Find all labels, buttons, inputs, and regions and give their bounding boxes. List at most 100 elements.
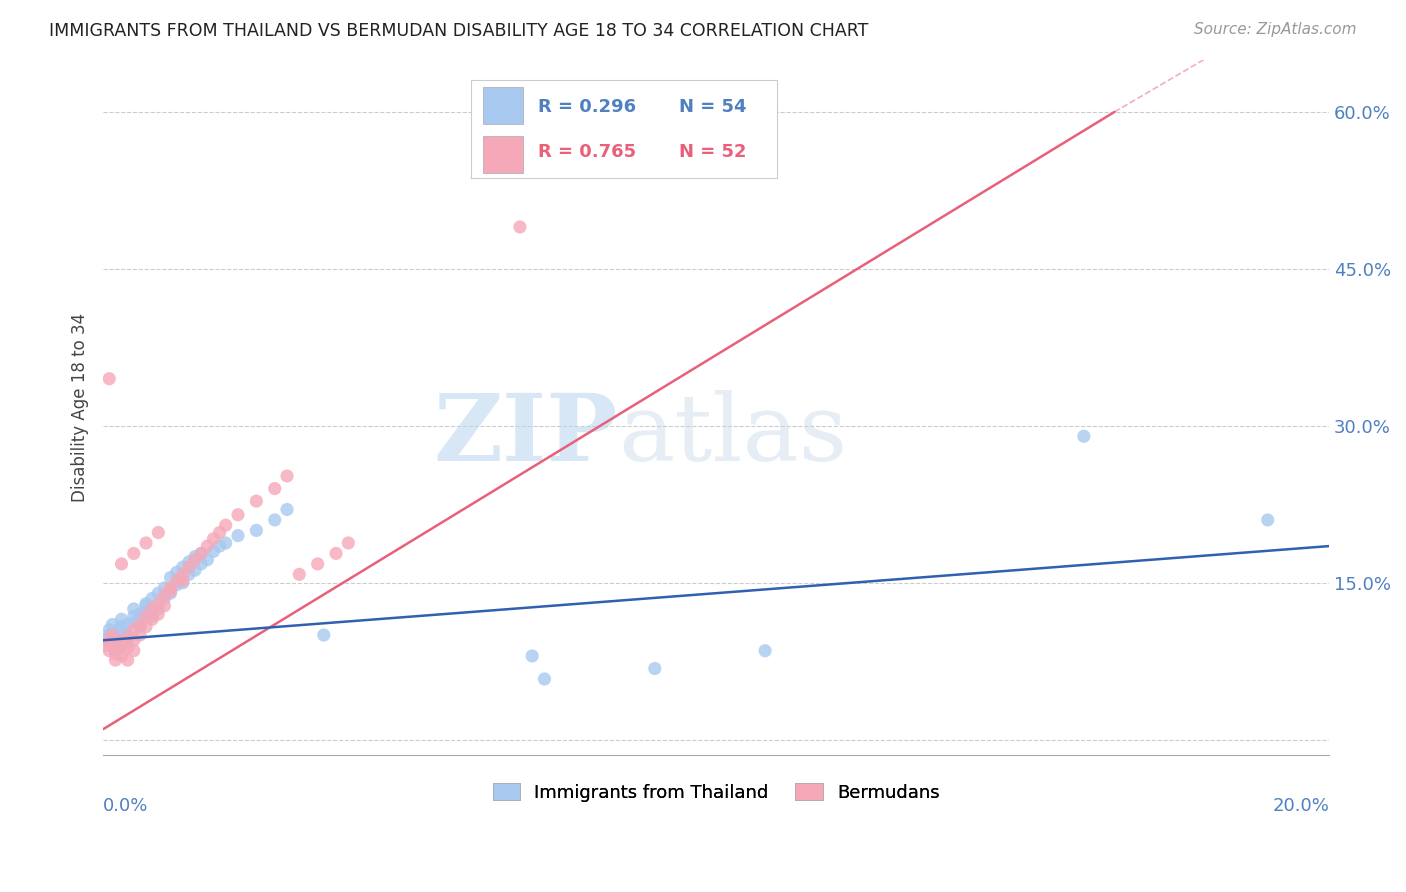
Text: Source: ZipAtlas.com: Source: ZipAtlas.com [1194, 22, 1357, 37]
Point [509, 219, 531, 234]
Point [312, 628, 335, 642]
Point [141, 612, 163, 626]
Point [190, 546, 212, 560]
Point [135, 597, 157, 611]
Point [98, 633, 121, 648]
Point [177, 567, 200, 582]
Point [110, 620, 132, 634]
Point [110, 557, 132, 571]
Point [159, 581, 181, 595]
Point [104, 647, 127, 661]
Point [141, 609, 163, 624]
Point [307, 557, 329, 571]
Point [129, 607, 152, 621]
Point [117, 640, 139, 655]
Point [288, 567, 311, 582]
Point [117, 653, 139, 667]
Point [122, 615, 145, 630]
Point [122, 623, 145, 637]
Point [104, 628, 127, 642]
Point [522, 648, 544, 663]
Point [184, 552, 207, 566]
Text: 0.0%: 0.0% [103, 797, 149, 815]
Point [1257, 513, 1279, 527]
Point [148, 525, 170, 540]
Point [195, 539, 218, 553]
Point [172, 560, 194, 574]
Text: atlas: atlas [619, 391, 848, 480]
Point [104, 644, 127, 658]
Point [107, 623, 129, 637]
Point [263, 482, 285, 496]
Text: IMMIGRANTS FROM THAILAND VS BERMUDAN DISABILITY AGE 18 TO 34 CORRELATION CHART: IMMIGRANTS FROM THAILAND VS BERMUDAN DIS… [49, 22, 869, 40]
Point [208, 539, 231, 553]
Point [226, 508, 249, 522]
Point [117, 633, 139, 648]
Point [148, 602, 170, 616]
Point [177, 555, 200, 569]
Point [148, 586, 170, 600]
Point [141, 602, 163, 616]
Point [98, 628, 121, 642]
Point [135, 620, 157, 634]
Point [141, 591, 163, 606]
Point [110, 636, 132, 650]
Point [148, 597, 170, 611]
Point [129, 628, 152, 642]
Point [135, 609, 157, 624]
Point [276, 469, 298, 483]
Point [148, 607, 170, 621]
Point [184, 549, 207, 564]
Point [166, 574, 188, 588]
Point [202, 532, 225, 546]
Point [104, 633, 127, 648]
Point [129, 612, 152, 626]
Point [159, 586, 181, 600]
Point [96, 639, 118, 653]
Text: ZIP: ZIP [433, 391, 619, 480]
Point [202, 544, 225, 558]
Point [122, 633, 145, 648]
Point [96, 633, 118, 648]
Point [117, 630, 139, 644]
Point [101, 617, 124, 632]
Point [215, 518, 238, 533]
Point [110, 640, 132, 655]
Point [172, 575, 194, 590]
Point [153, 599, 176, 613]
Point [122, 602, 145, 616]
Point [245, 524, 267, 538]
Point [215, 536, 238, 550]
Point [190, 557, 212, 571]
Point [153, 581, 176, 595]
Point [104, 636, 127, 650]
Point [110, 612, 132, 626]
Point [98, 644, 121, 658]
Point [172, 574, 194, 588]
Point [122, 609, 145, 624]
Point [325, 546, 347, 560]
Point [110, 633, 132, 648]
Point [1073, 429, 1095, 443]
Point [754, 644, 776, 658]
Point [98, 372, 121, 386]
Point [129, 617, 152, 632]
Point [337, 536, 360, 550]
Point [98, 623, 121, 637]
Point [195, 552, 218, 566]
Point [166, 566, 188, 580]
Point [135, 599, 157, 613]
Y-axis label: Disability Age 18 to 34: Disability Age 18 to 34 [72, 313, 89, 502]
Point [122, 546, 145, 560]
Point [226, 528, 249, 542]
Point [101, 628, 124, 642]
Point [276, 502, 298, 516]
Legend: Immigrants from Thailand, Bermudans: Immigrants from Thailand, Bermudans [485, 776, 946, 809]
Point [117, 617, 139, 632]
Point [110, 648, 132, 663]
Point [208, 525, 231, 540]
Point [533, 672, 555, 686]
Point [245, 494, 267, 508]
Point [159, 570, 181, 584]
Point [153, 591, 176, 606]
